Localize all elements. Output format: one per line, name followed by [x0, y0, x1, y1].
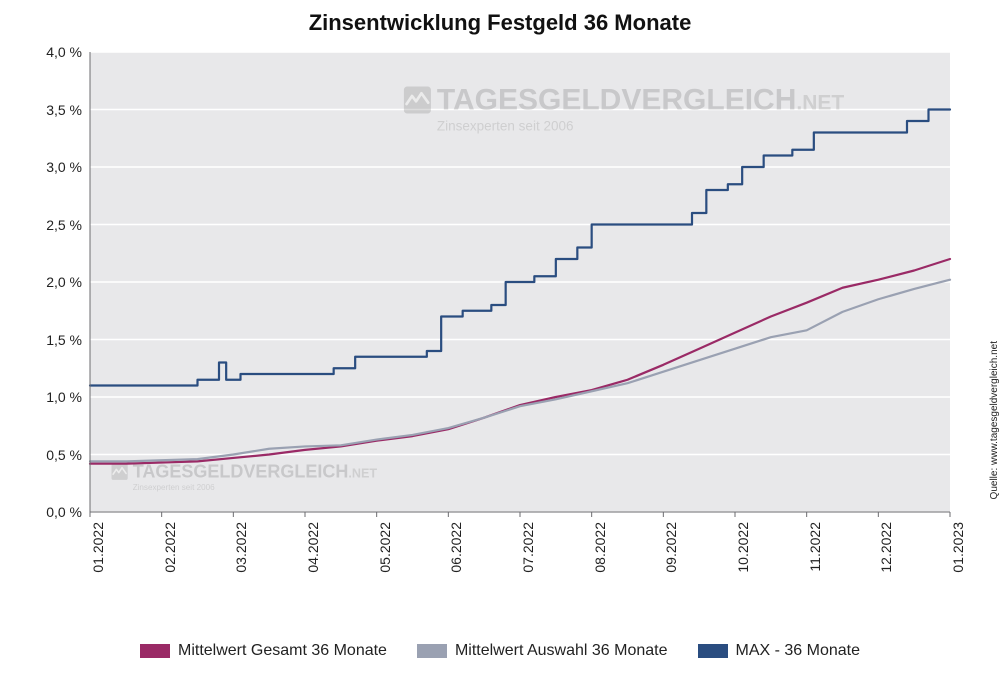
legend-label: MAX - 36 Monate	[736, 642, 861, 660]
legend: Mittelwert Gesamt 36 Monate Mittelwert Au…	[0, 642, 1000, 660]
legend-label: Mittelwert Auswahl 36 Monate	[455, 642, 668, 660]
y-tick-label: 4,0 %	[46, 44, 90, 60]
y-tick-label: 0,0 %	[46, 504, 90, 520]
x-tick-label: 10.2022	[735, 522, 751, 573]
x-tick-label: 04.2022	[305, 522, 321, 573]
legend-swatch	[140, 644, 170, 658]
x-tick-label: 06.2022	[448, 522, 464, 573]
legend-item-max: MAX - 36 Monate	[698, 642, 861, 660]
y-tick-label: 2,5 %	[46, 217, 90, 233]
svg-text:Zinsexperten seit 2006: Zinsexperten seit 2006	[437, 118, 574, 133]
svg-text:TAGESGELDVERGLEICH.NET: TAGESGELDVERGLEICH.NET	[437, 83, 844, 116]
legend-item-mean_selection: Mittelwert Auswahl 36 Monate	[417, 642, 668, 660]
x-tick-label: 05.2022	[377, 522, 393, 573]
svg-text:Zinsexperten seit 2006: Zinsexperten seit 2006	[133, 483, 215, 492]
chart-container: { "title": "Zinsentwicklung Festgeld 36 …	[0, 0, 1000, 682]
x-tick-label: 09.2022	[663, 522, 679, 573]
y-tick-label: 3,0 %	[46, 159, 90, 175]
source-credit: Quelle: www.tagesgeldvergleich.net	[989, 341, 1000, 499]
x-tick-label: 01.2023	[950, 522, 966, 573]
legend-item-mean_total: Mittelwert Gesamt 36 Monate	[140, 642, 387, 660]
y-tick-label: 2,0 %	[46, 274, 90, 290]
x-tick-label: 02.2022	[162, 522, 178, 573]
x-tick-label: 07.2022	[520, 522, 536, 573]
legend-swatch	[417, 644, 447, 658]
plot-area: TAGESGELDVERGLEICH.NET Zinsexperten seit …	[90, 52, 950, 512]
chart-title: Zinsentwicklung Festgeld 36 Monate	[0, 10, 1000, 36]
y-tick-label: 1,5 %	[46, 332, 90, 348]
y-tick-label: 3,5 %	[46, 102, 90, 118]
x-tick-label: 12.2022	[878, 522, 894, 573]
x-tick-label: 03.2022	[233, 522, 249, 573]
x-tick-label: 08.2022	[592, 522, 608, 573]
svg-text:TAGESGELDVERGLEICH.NET: TAGESGELDVERGLEICH.NET	[133, 461, 378, 481]
y-tick-label: 0,5 %	[46, 447, 90, 463]
x-tick-label: 01.2022	[90, 522, 106, 573]
y-tick-label: 1,0 %	[46, 389, 90, 405]
legend-swatch	[698, 644, 728, 658]
x-tick-label: 11.2022	[807, 522, 823, 572]
legend-label: Mittelwert Gesamt 36 Monate	[178, 642, 387, 660]
